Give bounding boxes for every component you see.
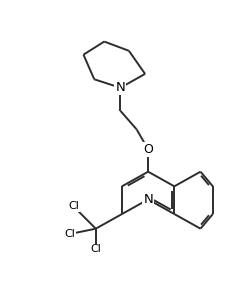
Text: O: O — [143, 143, 153, 156]
Text: N: N — [143, 193, 153, 206]
Text: Cl: Cl — [68, 201, 79, 211]
Text: N: N — [116, 81, 125, 94]
Text: Cl: Cl — [90, 245, 101, 255]
Text: Cl: Cl — [64, 229, 75, 239]
